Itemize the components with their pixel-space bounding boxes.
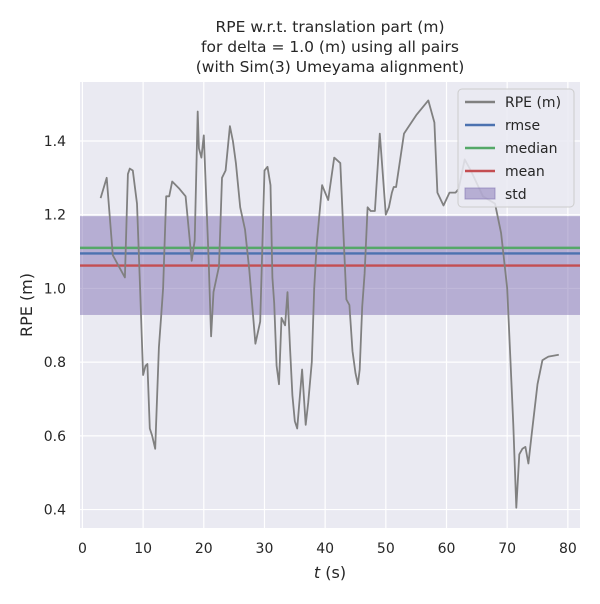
- chart-title-line: for delta = 1.0 (m) using all pairs: [201, 38, 459, 56]
- y-tick-label: 0.6: [44, 429, 66, 445]
- x-tick-label: 0: [78, 541, 87, 557]
- legend-box: [457, 88, 575, 208]
- legend-label: std: [505, 187, 527, 203]
- legend-label: RPE (m): [505, 95, 561, 111]
- y-tick-label: 0.8: [44, 355, 66, 371]
- chart-title: RPE w.r.t. translation part (m) for delta…: [196, 18, 465, 76]
- x-tick-label: 20: [195, 541, 213, 557]
- x-tick-label: 40: [316, 541, 334, 557]
- x-axis-label: t (s): [314, 563, 346, 582]
- chart-title-line: (with Sim(3) Umeyama alignment): [196, 58, 465, 76]
- legend-label: median: [505, 141, 557, 157]
- y-tick-labels: 0.4 0.6 0.8 1.0 1.2 1.4: [44, 134, 66, 519]
- y-axis-label: RPE (m): [17, 273, 36, 337]
- x-tick-label: 50: [377, 541, 395, 557]
- chart-title-line: RPE w.r.t. translation part (m): [215, 18, 444, 36]
- legend-label: rmse: [505, 118, 540, 134]
- y-tick-label: 1.0: [44, 281, 66, 297]
- legend-swatch-std: [464, 187, 496, 200]
- x-axis-label-variable: t: [314, 563, 321, 582]
- legend: RPE (m) rmse median mean std: [457, 88, 575, 208]
- x-tick-label: 30: [256, 541, 274, 557]
- x-tick-label: 70: [498, 541, 516, 557]
- x-tick-labels: 0 10 20 30 40 50 60 70 80: [78, 541, 577, 557]
- y-tick-label: 0.4: [44, 503, 66, 519]
- y-tick-label: 1.2: [44, 208, 66, 224]
- x-axis-label-unit: (s): [320, 563, 346, 582]
- y-tick-label: 1.4: [44, 134, 66, 150]
- x-tick-label: 10: [134, 541, 152, 557]
- x-tick-label: 60: [438, 541, 456, 557]
- x-tick-label: 80: [559, 541, 577, 557]
- legend-label: mean: [505, 164, 545, 180]
